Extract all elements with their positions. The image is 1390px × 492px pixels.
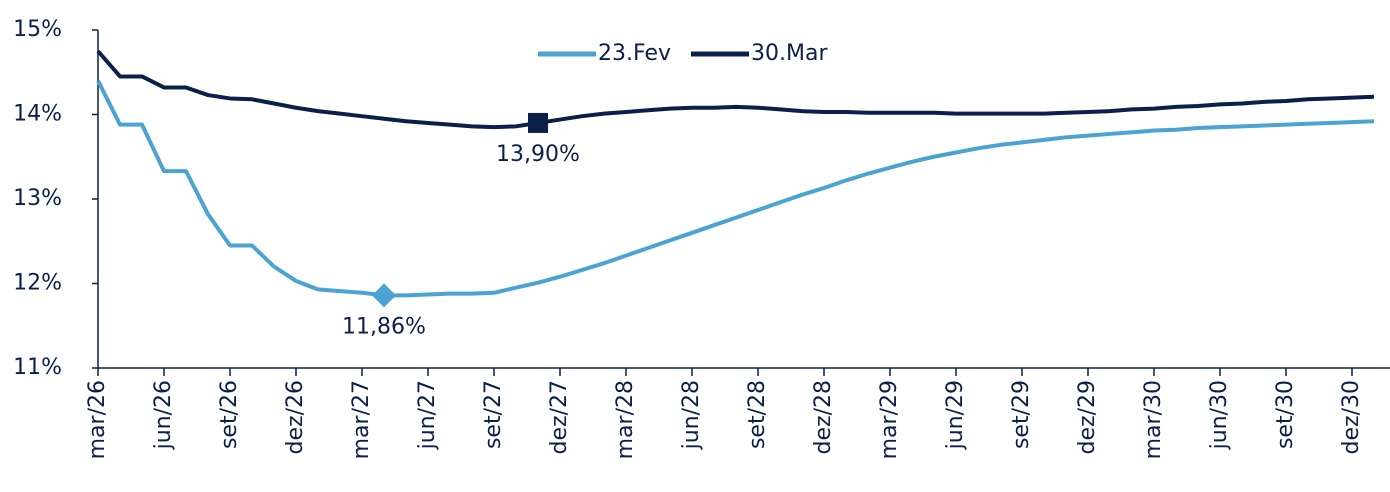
highlight-marker	[528, 112, 548, 133]
x-tick-label: jun/30	[1207, 380, 1232, 450]
y-tick-label: 12%	[13, 271, 62, 296]
x-tick-label: mar/26	[85, 380, 110, 459]
x-tick-label: mar/27	[349, 380, 374, 459]
x-tick-label: jun/29	[943, 380, 968, 450]
x-tick-label: jun/27	[415, 380, 440, 450]
x-tick-label: jun/28	[679, 380, 704, 450]
series-line	[96, 79, 1375, 298]
x-tick-label: dez/30	[1339, 380, 1364, 454]
x-tick-label: set/27	[481, 380, 506, 449]
x-tick-label: dez/27	[547, 380, 572, 454]
highlight-marker	[372, 283, 396, 308]
data-label: 11,86%	[342, 314, 426, 339]
x-tick-label: dez/26	[283, 380, 308, 454]
x-tick-label: jun/26	[151, 380, 176, 450]
x-tick-label: set/28	[745, 380, 770, 449]
y-tick-label: 13%	[13, 186, 62, 211]
y-tick-label: 11%	[13, 355, 62, 380]
x-tick-label: set/30	[1273, 380, 1298, 449]
x-tick-label: mar/28	[613, 380, 638, 459]
x-tick-label: set/26	[217, 380, 242, 449]
legend-label: 30.Mar	[751, 41, 828, 66]
y-tick-label: 14%	[13, 102, 62, 127]
x-tick-label: set/29	[1009, 380, 1034, 449]
data-label: 13,90%	[496, 142, 580, 167]
x-tick-label: dez/29	[1075, 380, 1100, 454]
y-tick-label: 15%	[13, 17, 62, 42]
x-tick-label: dez/28	[811, 380, 836, 454]
legend-label: 23.Fev	[598, 41, 671, 66]
x-tick-label: mar/30	[1141, 380, 1166, 459]
x-tick-label: mar/29	[877, 380, 902, 459]
series-line	[96, 49, 1375, 130]
